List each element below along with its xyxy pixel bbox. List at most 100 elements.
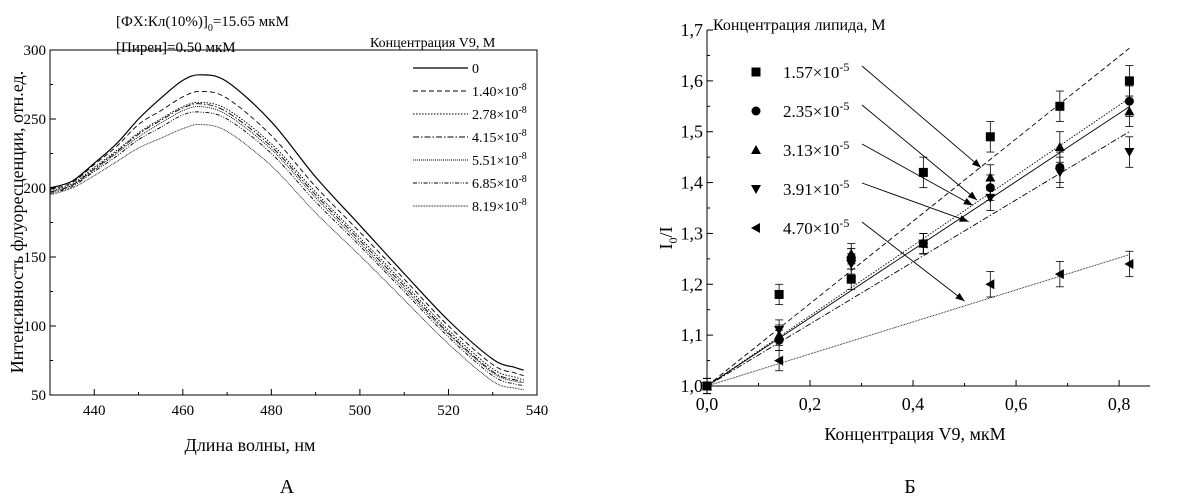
panel-b-x-ticks: 0,0 0,2 0,4 0,6 0,8 — [696, 380, 1131, 414]
panel-a-y-tick-label: 100 — [24, 319, 47, 335]
legend-name: 0 — [472, 62, 479, 77]
legend-exponent: -8 — [518, 82, 526, 93]
panel-a-x-tick-label: 520 — [437, 403, 460, 419]
panel-a-y-ticks: 50 100 150 200 250 300 — [24, 43, 56, 404]
legend-exponent: -5 — [839, 138, 849, 152]
panel-b-x-tick-label: 0,8 — [1108, 394, 1131, 414]
panel-b-fit-line-4 — [706, 254, 1130, 387]
panel-b-label: Б — [904, 476, 915, 498]
panel-a-series-line-5 — [50, 111, 524, 386]
panel-b-legend-arrow-4 — [861, 221, 965, 302]
legend-exponent: -8 — [518, 105, 526, 116]
legend-mantissa: 6.85×10 — [472, 177, 518, 192]
panel-b-data-points — [702, 65, 1135, 395]
y-label-main: I — [656, 244, 676, 250]
panel-b-point-s0-3 — [918, 167, 928, 177]
panel-a-legend-label-3: 4.15×10-8 — [472, 128, 527, 146]
panel-b-point-s4-3 — [918, 238, 928, 249]
legend-exponent: -8 — [518, 151, 526, 162]
panel-a-label: А — [280, 476, 295, 498]
panel-b-x-axis-label: Концентрация V9, мкМ — [824, 424, 1005, 444]
panel-a-x-tick-label: 500 — [349, 403, 372, 419]
panel-a-legend-label-2: 2.78×10-8 — [472, 105, 527, 123]
legend-mantissa: 1.57×10 — [783, 63, 839, 82]
panel-b-y-ticks: 1,0 1,1 1,2 1,3 1,4 1,5 1,6 1,7 — [681, 20, 713, 396]
panel-b-fit-line-1 — [706, 97, 1130, 387]
panel-b: 0,0 0,2 0,4 0,6 0,8 1,0 1,1 1,2 1,3 1,4 1,5 1,6 1,7… — [656, 17, 1150, 498]
panel-b-x-tick-label: 0,2 — [799, 394, 822, 414]
panel-b-legend-arrowhead-2 — [963, 197, 973, 206]
panel-b-point-s0-2 — [846, 274, 856, 284]
legend-mantissa: 5.51×10 — [472, 154, 518, 169]
panel-b-legend-label-2: 3.13×10-5 — [783, 138, 849, 160]
panel-a-x-tick-label: 480 — [260, 403, 283, 419]
panel-b-point-s4-4 — [985, 279, 995, 290]
panel-b-legend-label-4: 4.70×10-5 — [783, 216, 849, 238]
legend-mantissa: 1.40×10 — [472, 85, 518, 100]
panel-a-legend-title: Концентрация V9, М — [370, 36, 496, 51]
panel-b-fit-line-3 — [706, 131, 1130, 387]
panel-b-legend-marker-4 — [751, 223, 760, 233]
panel-b-y-tick-label: 1,2 — [681, 274, 704, 294]
panel-a-y-tick-label: 50 — [31, 388, 46, 404]
panel-b-legend-marker-3 — [751, 185, 761, 194]
panel-b-point-s0-5 — [1055, 101, 1065, 111]
legend-exponent: -5 — [839, 216, 849, 230]
legend-exponent: -5 — [839, 99, 849, 113]
panel-a-series-line-3 — [50, 103, 524, 382]
panel-a-y-tick-label: 150 — [24, 250, 47, 266]
panel-a-series-line-2 — [50, 101, 524, 381]
panel-b-point-s2-4 — [985, 172, 996, 182]
legend-mantissa: 4.70×10 — [783, 219, 839, 238]
annotation-lipid-prefix: [ФХ:Кл(10%)] — [116, 14, 208, 30]
panel-b-fit-line-0 — [706, 47, 1130, 387]
panel-b-legend-arrowhead-0 — [971, 159, 982, 168]
panel-b-legend-title: Концентрация липида, М — [713, 17, 886, 34]
panel-b-legend-label-1: 2.35×10-5 — [783, 99, 849, 121]
panel-a-series-line-6 — [50, 124, 524, 390]
panel-b-legend-arrow-3 — [861, 182, 969, 223]
panel-a-series-line-0 — [50, 74, 524, 371]
panel-b-legend-marker-0 — [751, 67, 761, 77]
panel-a-y-axis-label: Интенсивность флуоресценции, отн.ед. — [7, 71, 27, 373]
panel-a: 440 460 480 500 520 540 50 100 150 200 250 300 Дли… — [7, 14, 548, 498]
panel-b-x-tick-label: 0,4 — [902, 394, 925, 414]
panel-b-legend-marker-2 — [751, 145, 761, 154]
panel-b-y-tick-label: 1,4 — [681, 173, 704, 193]
panel-b-y-axis-label: I0/I — [656, 226, 680, 249]
panel-a-x-tick-label: 460 — [172, 403, 195, 419]
panel-b-legend-arrow-2 — [861, 143, 974, 206]
panel-b-y-tick-label: 1,7 — [681, 20, 704, 40]
panel-b-fit-lines — [706, 47, 1130, 387]
panel-b-y-tick-label: 1,0 — [681, 376, 704, 396]
panel-a-x-axis-label: Длина волны, нм — [185, 435, 316, 455]
legend-exponent: -8 — [518, 128, 526, 139]
panel-a-legend-label-6: 8.19×10-8 — [472, 197, 527, 215]
panel-b-point-s4-6 — [1124, 258, 1134, 269]
panel-b-x-tick-label: 0,6 — [1005, 394, 1028, 414]
panel-b-x-tick-label: 0,0 — [696, 394, 719, 414]
panel-a-legend-label-1: 1.40×10-8 — [472, 82, 527, 100]
panel-b-point-s0-6 — [1124, 76, 1134, 86]
panel-a-legend-label-4: 5.51×10-8 — [472, 151, 527, 169]
panel-a-annotation-pyrene: [Пирен]=0.50 мкМ — [116, 40, 236, 56]
panel-b-y-tick-label: 1,5 — [681, 122, 704, 142]
panel-b-legend-label-0: 1.57×10-5 — [783, 60, 849, 82]
panel-b-y-tick-label: 1,3 — [681, 223, 704, 243]
panel-b-legend-arrow-1 — [861, 104, 978, 201]
panel-a-y-tick-label: 300 — [24, 43, 47, 59]
panel-a-curves — [50, 74, 524, 390]
legend-mantissa: 3.91×10 — [783, 180, 839, 199]
panel-a-y-tick-label: 200 — [24, 181, 47, 197]
panel-b-legend-marker-1 — [751, 106, 761, 116]
panel-b-point-s3-4 — [985, 193, 996, 203]
panel-a-legend-label-0: 0 — [472, 62, 479, 77]
legend-exponent: -5 — [839, 60, 849, 74]
legend-mantissa: 4.15×10 — [472, 131, 518, 146]
legend-mantissa: 2.78×10 — [472, 108, 518, 123]
panel-b-point-s3-5 — [1054, 168, 1065, 178]
legend-mantissa: 8.19×10 — [472, 200, 518, 215]
y-label-subscript: 0 — [666, 238, 680, 244]
panel-a-plot-frame — [49, 49, 538, 396]
